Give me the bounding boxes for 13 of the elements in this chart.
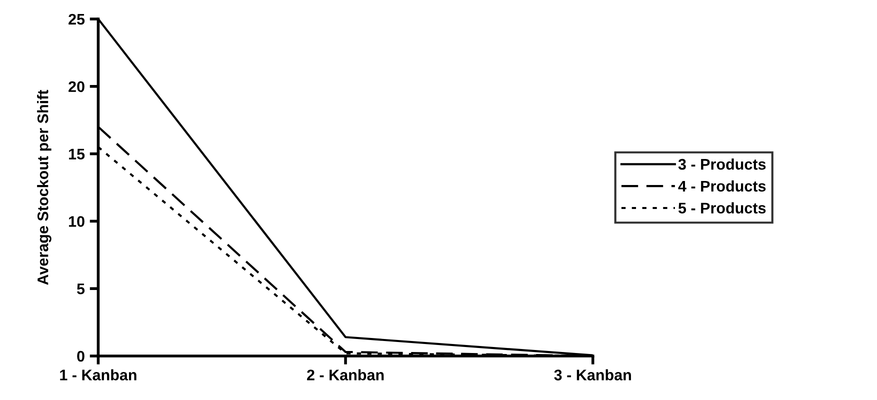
x-tick-label: 3 - Kanban	[554, 369, 631, 380]
legend-label: 3 - Products	[678, 158, 766, 170]
x-tick-label: 2 - Kanban	[307, 369, 384, 380]
x-tick-label: 1 - Kanban	[60, 369, 136, 380]
legend-label: 5 - Products	[678, 202, 766, 214]
y-tick-label: 10	[69, 216, 84, 227]
y-tick-label: 25	[68, 14, 85, 25]
legend-label: 4 - Products	[678, 180, 766, 192]
y-tick-label: 15	[69, 148, 85, 160]
y-tick-label: 20	[68, 81, 84, 92]
y-tick-label: 5	[77, 284, 85, 294]
y-axis-title: Average Stockout per Shift	[37, 90, 52, 285]
y-tick-label: 0	[77, 350, 84, 362]
